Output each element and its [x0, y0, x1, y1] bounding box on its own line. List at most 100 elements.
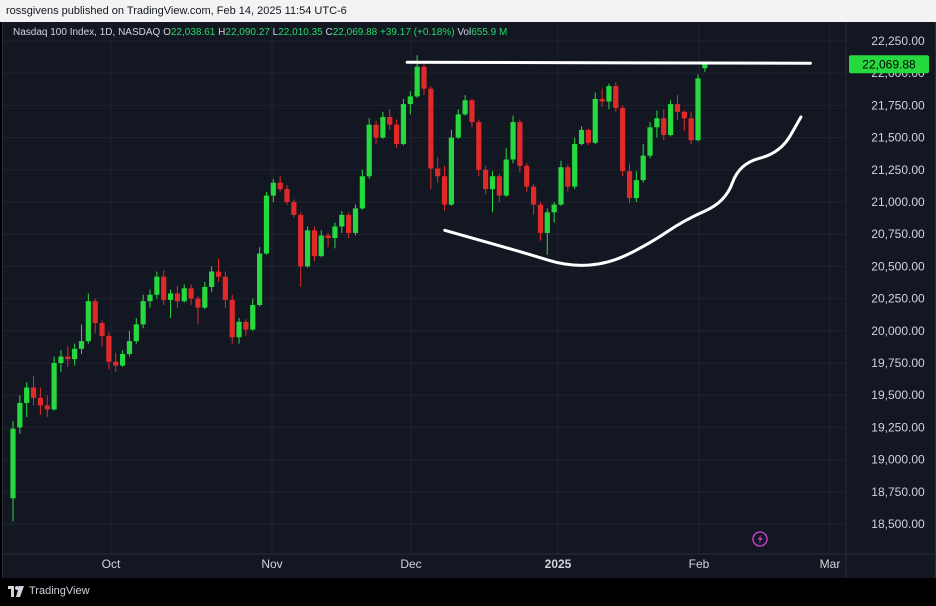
candle-body: [113, 361, 119, 366]
price-axis[interactable]: 22,250.0022,000.0021,750.0021,500.0021,2…: [849, 34, 929, 531]
symbol-name: Nasdaq 100 Index, 1D, NASDAQ: [13, 27, 161, 38]
time-axis-label: 2025: [545, 557, 572, 571]
candle-body: [209, 271, 215, 288]
candle-body: [517, 122, 523, 166]
candle-body: [510, 122, 516, 160]
candle-body: [668, 104, 674, 136]
candle-body: [681, 111, 687, 119]
price-axis-label: 21,250.00: [871, 163, 925, 177]
price-axis-label: 19,000.00: [871, 453, 925, 467]
candle-body: [441, 176, 448, 205]
candle-body: [688, 118, 694, 141]
candle-body: [181, 288, 187, 302]
candle-body: [24, 387, 30, 403]
candle-body: [613, 86, 619, 108]
candle-body: [10, 428, 16, 499]
published-line: rossgivens published on TradingView.com,…: [6, 5, 347, 17]
candle-body: [599, 98, 605, 102]
resistance-line-drawing: [405, 60, 812, 65]
price-axis-label: 21,750.00: [871, 98, 925, 112]
candle-body: [524, 165, 530, 187]
lightning-icon[interactable]: [752, 531, 768, 547]
candle-body: [37, 397, 43, 406]
price-axis-label: 21,500.00: [871, 131, 925, 145]
publish-header: rossgivens published on TradingView.com,…: [0, 0, 936, 22]
candle-body: [30, 387, 37, 398]
price-axis-label: 20,500.00: [871, 259, 925, 273]
candle-body: [318, 235, 324, 257]
current-price-tag: [849, 55, 929, 74]
change-value: +39.17 (+0.18%): [380, 27, 455, 38]
price-axis-label: 21,000.00: [871, 195, 925, 209]
candle-body: [298, 214, 304, 267]
candle-body: [352, 208, 359, 233]
candle-body: [544, 212, 550, 233]
candle-body: [346, 214, 352, 233]
price-axis-label: 22,250.00: [871, 34, 925, 48]
candle-body: [263, 195, 270, 254]
candle-body: [120, 353, 126, 366]
candle-body: [78, 341, 85, 349]
candle-body: [448, 137, 454, 205]
candle-body: [291, 202, 297, 215]
price-axis-label: 20,750.00: [871, 227, 925, 241]
candle-body: [661, 118, 667, 136]
candle-body: [58, 356, 64, 363]
candle-body: [140, 301, 146, 325]
candle-body: [380, 116, 386, 138]
candle-body: [92, 301, 98, 324]
time-axis[interactable]: Oct Nov Dec 2025 Feb Mar: [102, 557, 841, 571]
drawings-layer[interactable]: [405, 60, 812, 267]
candle-body: [154, 276, 160, 295]
candle-body: [400, 104, 407, 145]
candle-body: [633, 180, 639, 199]
candle-body: [51, 363, 57, 410]
footer-brand[interactable]: TradingView: [8, 585, 90, 597]
candle-body: [359, 176, 365, 209]
candle-body: [435, 168, 441, 177]
candle-body: [455, 114, 461, 138]
candle-body: [250, 305, 256, 330]
candle-body: [85, 301, 91, 342]
candle-body: [373, 124, 379, 138]
current-price-label: 22,069.88: [862, 58, 916, 72]
candle-body: [202, 287, 208, 308]
price-chart[interactable]: 22,250.0022,000.0021,750.0021,500.0021,2…: [3, 22, 935, 578]
close-value: 22,069.88: [332, 27, 378, 38]
chart-grid: [3, 22, 935, 578]
candle-body: [270, 182, 276, 196]
candle-body: [572, 144, 578, 187]
open-value: 22,038.61: [170, 27, 216, 38]
cup-curve-drawing: [443, 115, 803, 267]
volume-label: Vol: [457, 27, 472, 38]
time-axis-label: Mar: [820, 557, 841, 571]
candle-body: [215, 271, 222, 277]
symbol-legend[interactable]: Nasdaq 100 Index, 1D, NASDAQ O22,038.61 …: [13, 27, 507, 38]
candle-body: [147, 294, 153, 302]
candle-body: [99, 323, 105, 336]
candle-body: [578, 129, 585, 145]
candle-body: [585, 129, 591, 143]
candle-body: [133, 324, 139, 342]
candle-body: [462, 100, 468, 115]
candle-body: [428, 88, 434, 169]
candle-body: [483, 169, 489, 190]
candle-body: [674, 104, 681, 112]
candle-body: [339, 214, 345, 227]
footer: TradingView: [0, 578, 936, 606]
price-axis-label: 18,750.00: [871, 485, 925, 499]
open-label: O: [163, 27, 171, 38]
candle-body: [414, 66, 420, 97]
time-axis-label: Nov: [261, 557, 282, 571]
tradingview-logo-icon: [8, 585, 24, 597]
high-label: H: [218, 27, 226, 38]
candle-body: [188, 288, 194, 299]
candle-body: [620, 107, 626, 172]
candle-body: [476, 122, 482, 170]
candle-body: [394, 124, 400, 145]
candle-body: [167, 293, 174, 300]
candle-body: [421, 66, 427, 89]
candle-body: [558, 167, 564, 205]
chart-area[interactable]: 22,250.00 22,000.00 21,750.00 21,500.00 21,2…: [2, 22, 936, 579]
price-axis-label: 20,250.00: [871, 292, 925, 306]
